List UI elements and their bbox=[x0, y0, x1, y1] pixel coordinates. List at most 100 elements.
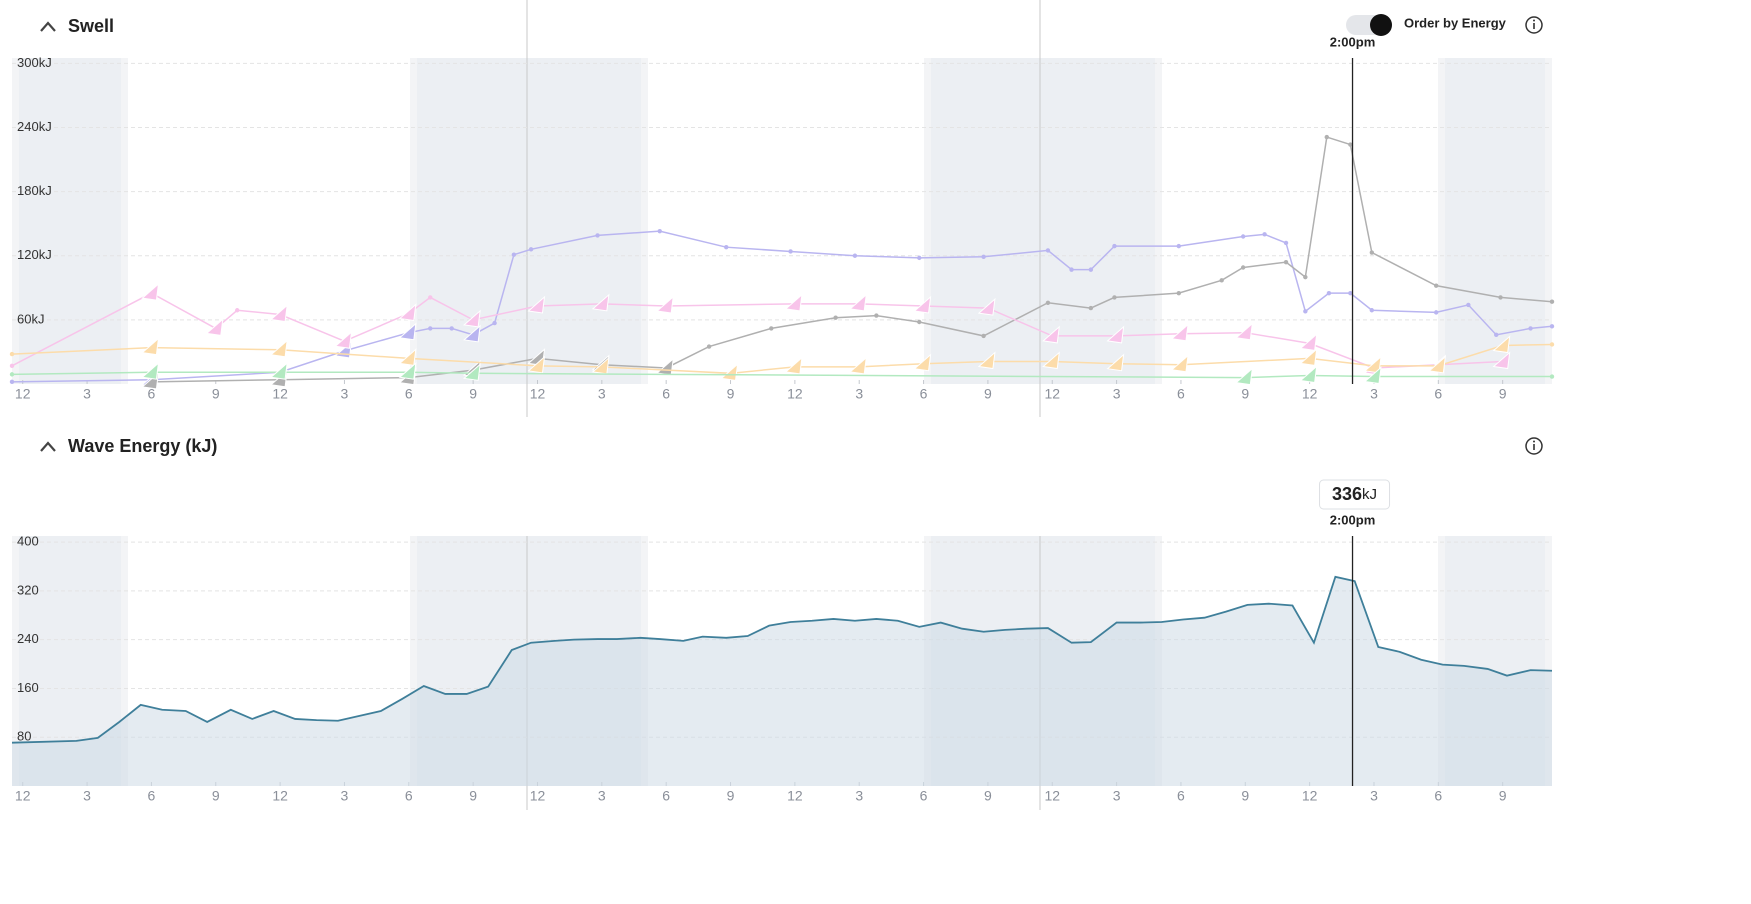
swell-arrow bbox=[1170, 323, 1189, 342]
swell-arrow bbox=[141, 282, 160, 301]
collapse-chevron[interactable] bbox=[40, 21, 56, 32]
y-tick-label: 400 bbox=[17, 534, 39, 549]
swell-arrow bbox=[1363, 355, 1382, 374]
tooltip-box bbox=[1319, 479, 1391, 510]
swell-point bbox=[1262, 232, 1267, 237]
swell-point bbox=[1466, 302, 1471, 308]
swell-arrow bbox=[1170, 354, 1189, 373]
swell-arrow bbox=[398, 348, 417, 366]
x-tick-label: 9 bbox=[1241, 788, 1249, 804]
swell-arrow bbox=[1299, 348, 1318, 366]
y-tick-label: 300kJ bbox=[17, 55, 52, 70]
swell-point bbox=[1283, 259, 1289, 265]
swell-point bbox=[1112, 295, 1117, 300]
swell-point bbox=[9, 363, 15, 369]
y-tick-label: 240 bbox=[17, 631, 39, 646]
info-icon[interactable] bbox=[1525, 16, 1543, 34]
swell-point bbox=[1433, 283, 1439, 288]
swell-arrow bbox=[591, 293, 610, 312]
swell-point bbox=[1088, 305, 1094, 311]
swell-arrow bbox=[1492, 335, 1511, 354]
x-tick-label: 3 bbox=[1370, 788, 1378, 804]
night-band bbox=[19, 58, 121, 384]
x-tick-label: 12 bbox=[530, 386, 546, 402]
energy-line bbox=[11, 575, 1553, 744]
x-tick-label: 3 bbox=[1113, 788, 1121, 804]
swell-point bbox=[769, 326, 774, 331]
swell-point bbox=[1549, 342, 1555, 347]
swell-arrow bbox=[527, 355, 546, 374]
x-tick-label: 6 bbox=[1177, 788, 1185, 804]
swell-point bbox=[1045, 248, 1051, 253]
swell-arrow bbox=[269, 362, 288, 380]
swell-point bbox=[428, 326, 433, 331]
swell-point bbox=[1176, 243, 1181, 249]
x-tick-label: 9 bbox=[727, 386, 735, 402]
toggle-label: Order by Energy bbox=[1404, 15, 1507, 30]
x-tick-label: 6 bbox=[405, 386, 413, 402]
swell-arrow bbox=[1235, 367, 1253, 386]
x-tick-label: 3 bbox=[341, 788, 349, 804]
swell-arrow bbox=[784, 293, 803, 312]
swell-point bbox=[235, 308, 240, 313]
swell-point bbox=[917, 255, 922, 261]
swell-arrow bbox=[462, 363, 481, 381]
y-tick-label: 320 bbox=[17, 582, 39, 597]
tooltip-value: 336kJ bbox=[1332, 484, 1377, 504]
y-tick-label: 180kJ bbox=[17, 183, 52, 198]
swell-point bbox=[1219, 278, 1224, 283]
x-tick-label: 12 bbox=[1302, 788, 1318, 804]
energy-area bbox=[12, 576, 1552, 786]
swell-arrow bbox=[527, 295, 546, 314]
swell-point bbox=[449, 326, 454, 331]
swell-arrow bbox=[269, 304, 288, 323]
swell-arrow bbox=[977, 297, 996, 316]
swell-arrow bbox=[1106, 353, 1125, 372]
x-tick-label: 12 bbox=[272, 386, 288, 402]
swell-point bbox=[1369, 250, 1375, 255]
x-tick-label: 6 bbox=[662, 788, 670, 804]
swell-line bbox=[11, 292, 1503, 369]
night-band bbox=[417, 58, 641, 384]
swell-point bbox=[1069, 267, 1074, 272]
x-tick-label: 9 bbox=[1499, 386, 1507, 402]
x-tick-label: 12 bbox=[272, 788, 288, 804]
swell-point bbox=[874, 313, 879, 318]
swell-point bbox=[1176, 290, 1181, 296]
cursor-time: 2:00pm bbox=[1330, 34, 1376, 49]
x-tick-label: 12 bbox=[15, 788, 31, 804]
x-tick-label: 3 bbox=[855, 788, 863, 804]
swell-arrow bbox=[656, 295, 674, 314]
swell-arrow bbox=[1492, 351, 1511, 370]
swell-point bbox=[1494, 332, 1499, 338]
swell-arrow bbox=[1106, 325, 1125, 344]
x-tick-label: 9 bbox=[469, 386, 477, 402]
x-tick-label: 12 bbox=[15, 386, 31, 402]
swell-arrow bbox=[1428, 355, 1446, 374]
x-tick-label: 9 bbox=[212, 386, 220, 402]
swell-arrow bbox=[784, 356, 803, 375]
swell-point bbox=[1240, 234, 1246, 239]
x-tick-label: 12 bbox=[530, 788, 546, 804]
x-tick-label: 3 bbox=[341, 386, 349, 402]
swell-arrow bbox=[462, 324, 481, 343]
collapse-chevron[interactable] bbox=[40, 441, 56, 452]
x-tick-label: 12 bbox=[1044, 386, 1060, 402]
swell-point bbox=[1549, 374, 1555, 379]
swell-point bbox=[917, 319, 922, 325]
swell-point bbox=[1324, 134, 1329, 140]
y-tick-label: 240kJ bbox=[17, 119, 52, 134]
swell-arrow bbox=[1299, 365, 1318, 384]
x-tick-label: 12 bbox=[1044, 788, 1060, 804]
x-tick-label: 6 bbox=[148, 788, 156, 804]
swell-point bbox=[1303, 274, 1308, 280]
night-band bbox=[1445, 58, 1545, 384]
toggle-knob[interactable] bbox=[1370, 14, 1392, 36]
swell-point bbox=[1303, 309, 1308, 314]
info-icon[interactable] bbox=[1525, 437, 1543, 455]
x-tick-label: 9 bbox=[1499, 788, 1507, 804]
x-tick-label: 6 bbox=[662, 386, 670, 402]
y-tick-label: 160 bbox=[17, 680, 39, 695]
